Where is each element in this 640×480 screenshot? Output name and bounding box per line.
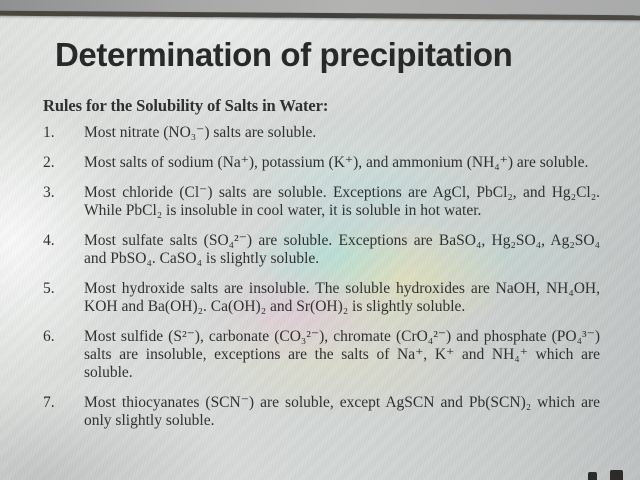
rule-number: 4.	[43, 232, 55, 249]
rule-item-5: 5. Most hydroxide salts are insoluble. T…	[43, 280, 600, 316]
rule-item-1: 1. Most nitrate (NO₃⁻) salts are soluble…	[43, 124, 600, 142]
rules-heading: Rules for the Solubility of Salts in Wat…	[43, 96, 329, 115]
rule-text: Most thiocyanates (SCN⁻) are soluble, ex…	[84, 394, 600, 429]
rule-text: Most nitrate (NO₃⁻) salts are soluble.	[84, 124, 317, 141]
bottom-cutoff-mark	[588, 472, 597, 480]
slide-title: Determination of precipitation	[55, 36, 513, 73]
rule-item-3: 3. Most chloride (Cl⁻) salts are soluble…	[43, 184, 600, 220]
rule-text: Most sulfate salts (SO₄²⁻) are soluble. …	[84, 232, 600, 267]
rule-item-6: 6. Most sulfide (S²⁻), carbonate (CO₃²⁻)…	[43, 328, 600, 382]
rule-number: 2.	[43, 154, 55, 171]
rule-number: 5.	[43, 280, 55, 297]
rule-item-2: 2. Most salts of sodium (Na⁺), potassium…	[43, 154, 600, 172]
rule-text: Most sulfide (S²⁻), carbonate (CO₃²⁻), c…	[84, 328, 600, 381]
rule-text: Most hydroxide salts are insoluble. The …	[84, 280, 600, 315]
bottom-cutoff-mark	[610, 470, 623, 480]
rule-text: Most salts of sodium (Na⁺), potassium (K…	[84, 154, 589, 171]
rule-number: 3.	[43, 184, 55, 201]
rule-number: 1.	[43, 124, 55, 141]
rule-number: 7.	[43, 394, 55, 411]
rule-item-4: 4. Most sulfate salts (SO₄²⁻) are solubl…	[43, 232, 600, 268]
rule-text: Most chloride (Cl⁻) salts are soluble. E…	[84, 184, 600, 219]
solubility-rules-list: 1. Most nitrate (NO₃⁻) salts are soluble…	[43, 124, 600, 442]
rule-number: 6.	[43, 328, 55, 345]
rule-item-7: 7. Most thiocyanates (SCN⁻) are soluble,…	[43, 394, 600, 430]
